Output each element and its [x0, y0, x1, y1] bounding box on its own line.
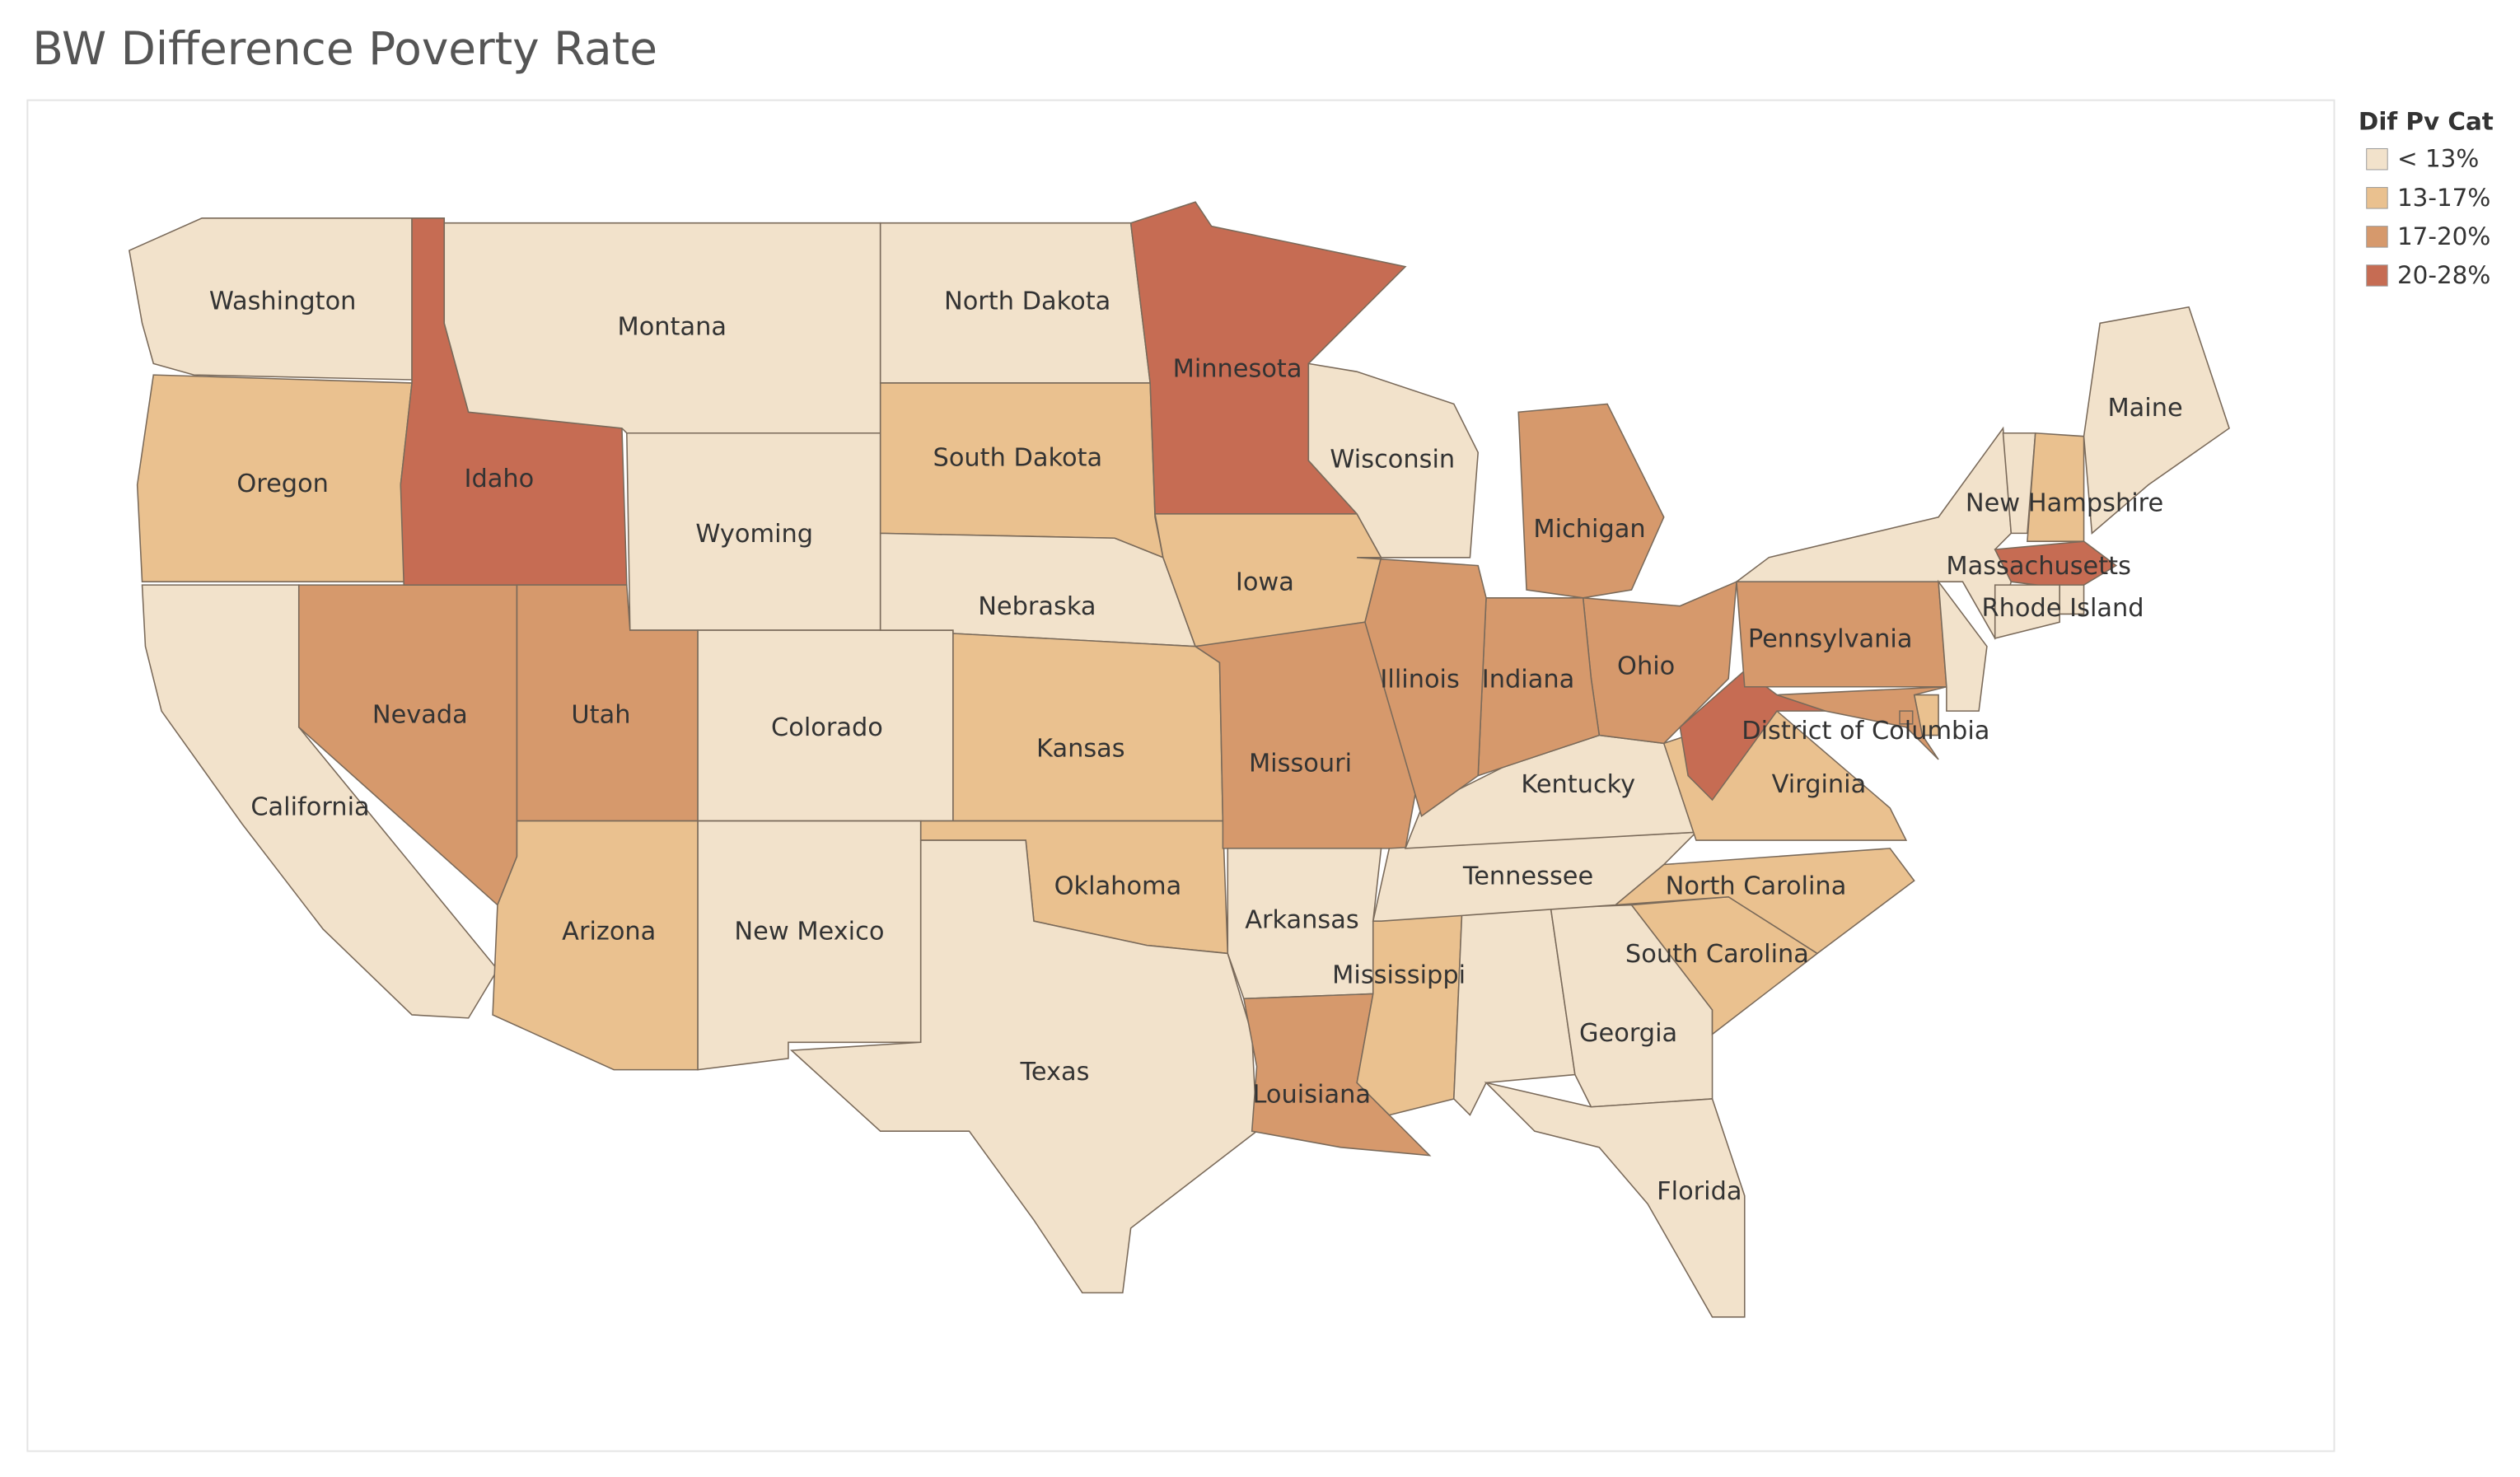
state — [1938, 579, 1988, 712]
state-label: Indiana — [1482, 665, 1574, 694]
state-label: Idaho — [465, 465, 535, 493]
legend: < 13% 13-17% 17-20% 20-28% — [2366, 145, 2490, 289]
state-label: Georgia — [1579, 1019, 1677, 1048]
state — [1899, 710, 1914, 725]
state-label: Texas — [1019, 1058, 1089, 1087]
state-label: Virginia — [1772, 770, 1867, 799]
state-labels: Washington Oregon California Nevada Idaho Mon… — [209, 287, 2183, 1206]
title: BW Difference Poverty Rate — [32, 22, 657, 75]
state-label: Wyoming — [695, 520, 813, 549]
state — [1357, 557, 1487, 817]
legend-label: 20-28% — [2397, 261, 2490, 289]
state — [128, 217, 413, 381]
state-label: Iowa — [1236, 568, 1294, 597]
state-label: Montana — [617, 313, 726, 342]
state-label: Arizona — [562, 917, 656, 946]
state-label: North Carolina — [1666, 872, 1847, 900]
state-label: Missouri — [1249, 749, 1352, 778]
legend-swatch — [2366, 264, 2388, 287]
state-label: Minnesota — [1173, 355, 1302, 384]
legend-label: 13-17% — [2397, 184, 2490, 212]
legend-swatch — [2366, 147, 2388, 171]
states — [128, 201, 2230, 1318]
state-label: Kentucky — [1521, 770, 1635, 799]
state-label: South Dakota — [933, 444, 1103, 473]
state — [789, 839, 1258, 1294]
state-label: Maine — [2107, 394, 2182, 423]
state-label: Mississippi — [1332, 961, 1466, 989]
legend-label: < 13% — [2397, 145, 2479, 173]
state — [1484, 1081, 1746, 1318]
state-label: Rhode Island — [1982, 594, 2144, 623]
state-label: North Dakota — [944, 287, 1110, 315]
state-label: Michigan — [1533, 515, 1645, 544]
state-label: Arkansas — [1245, 906, 1359, 935]
state-label: New Mexico — [734, 917, 884, 946]
state — [1356, 912, 1463, 1116]
state — [952, 633, 1224, 822]
state-label: Kansas — [1036, 735, 1125, 764]
state-label: Louisiana — [1253, 1081, 1371, 1110]
legend-swatch — [2366, 226, 2388, 248]
state-label: Utah — [571, 701, 630, 730]
state-label: Oklahoma — [1054, 872, 1182, 900]
state-label: Wisconsin — [1330, 446, 1455, 474]
state — [1307, 362, 1480, 559]
state-label: Massachusetts — [1946, 552, 2131, 581]
state-label: Florida — [1657, 1177, 1742, 1206]
state — [1776, 685, 1947, 760]
state-label: Washington — [209, 287, 357, 315]
state-label: District of Columbia — [1742, 717, 1989, 746]
state-label: Pennsylvania — [1748, 624, 1913, 653]
state-label: Nevada — [372, 701, 468, 730]
state-label: Oregon — [236, 470, 329, 498]
state — [2027, 432, 2085, 542]
state — [1994, 584, 2060, 639]
state — [1994, 540, 2118, 591]
legend-swatch — [2366, 187, 2388, 209]
state — [2083, 306, 2230, 535]
state-label: Nebraska — [978, 592, 1096, 621]
legend-label: 17-20% — [2397, 222, 2490, 250]
legend-title: Dif Pv Cat — [2359, 108, 2494, 136]
state — [1517, 403, 1665, 599]
state-label: Tennessee — [1462, 862, 1593, 891]
state-label: California — [250, 792, 369, 821]
state-label: Illinois — [1380, 665, 1459, 694]
state-label: South Carolina — [1625, 940, 1809, 969]
state-label: Colorado — [771, 713, 883, 742]
state-label: New Hampshire — [1966, 489, 2163, 518]
state-label: Ohio — [1617, 652, 1675, 681]
